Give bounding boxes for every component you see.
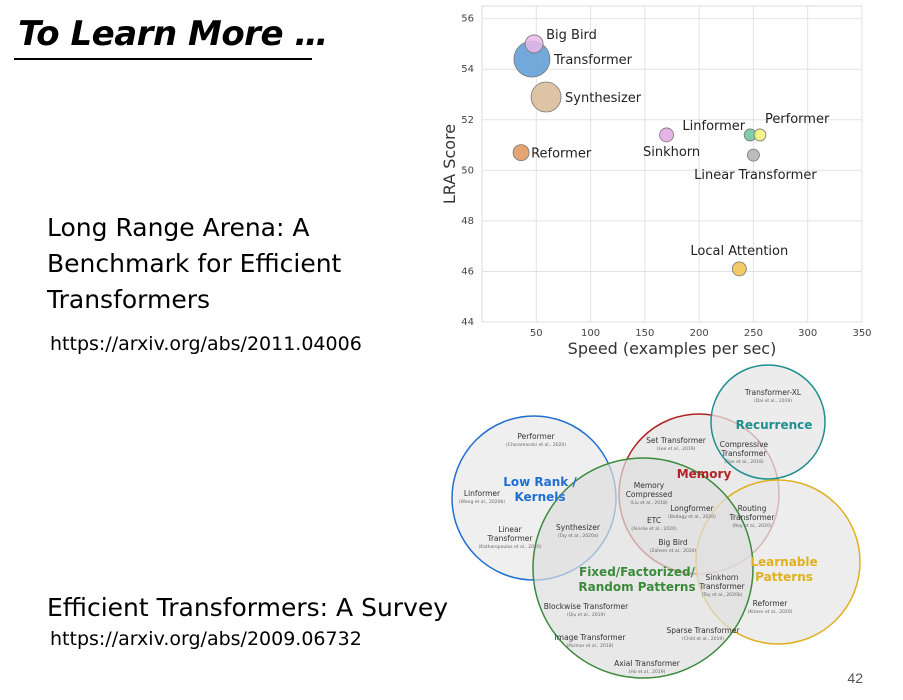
y-tick-label: 50 bbox=[461, 165, 474, 176]
reference-2-title-line: Efficient Transformers: A Survey bbox=[47, 593, 449, 622]
venn-item-label: Blockwise Transformer bbox=[544, 602, 629, 611]
x-tick-label: 100 bbox=[581, 328, 600, 339]
data-label: Linformer bbox=[682, 119, 745, 134]
reference-1-title: Long Range Arena: A Benchmark for Effici… bbox=[47, 210, 341, 318]
data-point bbox=[731, 261, 747, 277]
venn-item-citation: (Tay et al., 2020b) bbox=[702, 592, 743, 598]
fixed-patterns-circle bbox=[532, 457, 754, 679]
data-point bbox=[753, 128, 767, 142]
venn-item-citation: (Katharopoulos et al., 2020) bbox=[479, 544, 542, 550]
venn-item-label: Sinkhorn Transformer bbox=[698, 573, 745, 591]
page-number: 42 bbox=[847, 670, 863, 686]
venn-item-label: Axial Transformer bbox=[614, 659, 681, 668]
reference-1-title-line: Transformers bbox=[47, 285, 211, 314]
y-tick-label: 56 bbox=[461, 14, 474, 25]
reference-2-url[interactable]: https://arxiv.org/abs/2009.06732 bbox=[50, 628, 362, 650]
venn-item-citation: (Dai et al., 2019) bbox=[754, 398, 792, 404]
efficient-transformers-venn-diagram: Low Rank / Kernels Memory Recurrence Fixe… bbox=[451, 364, 861, 679]
group-label-low-rank: Low Rank / Kernels bbox=[503, 475, 577, 504]
group-label-fixed-patterns: Fixed/Factorized/Random Patterns bbox=[578, 565, 695, 594]
venn-item-citation: (Ainslie et al., 2020) bbox=[631, 526, 677, 532]
group-label-recurrence: Recurrence bbox=[736, 418, 813, 432]
y-tick-label: 52 bbox=[461, 115, 474, 126]
slide-title: To Learn More … bbox=[18, 14, 328, 54]
venn-item-citation: (Choromanski et al., 2020) bbox=[506, 442, 566, 448]
venn-items: Transformer-XL(Dai et al., 2019) Performe… bbox=[459, 388, 802, 675]
data-point bbox=[524, 34, 544, 54]
group-label-learnable: Learnable Patterns bbox=[750, 555, 817, 584]
venn-item-citation: (Kitaev et al., 2020) bbox=[748, 609, 793, 615]
venn-item-label: Image Transformer bbox=[555, 633, 627, 642]
venn-item-label: Big Bird bbox=[658, 538, 688, 547]
venn-item-label: Linformer bbox=[464, 489, 501, 498]
venn-item-citation: (Liu et al., 2018) bbox=[630, 500, 668, 506]
data-label: Synthesizer bbox=[565, 91, 642, 106]
group-label-memory: Memory bbox=[677, 467, 732, 481]
y-axis-label: LRA Score bbox=[440, 124, 459, 204]
venn-item-citation: (Beltagy et al., 2020) bbox=[668, 514, 716, 520]
venn-item-label: Longformer bbox=[670, 504, 714, 513]
venn-item-citation: (Parmar et al., 2018) bbox=[567, 643, 614, 649]
venn-item-label: Synthesizer bbox=[556, 523, 601, 532]
reference-2-title: Efficient Transformers: A Survey bbox=[47, 590, 448, 626]
y-tick-label: 46 bbox=[461, 266, 474, 277]
venn-item-citation: (Ho et al., 2019) bbox=[629, 669, 666, 675]
data-label: Big Bird bbox=[546, 28, 597, 43]
lra-scatter-chart: 50 100 150 200 250 300 350 44 46 48 50 52 54 56 Big B… bbox=[440, 5, 872, 358]
venn-item-label: Linear Transformer bbox=[486, 525, 533, 543]
venn-item-citation: (Rae et al., 2018) bbox=[724, 459, 763, 465]
venn-item-label: Reformer bbox=[753, 599, 789, 608]
x-tick-label: 50 bbox=[530, 328, 543, 339]
x-tick-label: 250 bbox=[744, 328, 763, 339]
y-tick-label: 44 bbox=[461, 317, 474, 328]
venn-item-label: Set Transformer bbox=[646, 436, 707, 445]
reference-1-title-line: Long Range Arena: A bbox=[47, 213, 310, 242]
recurrence-circle bbox=[710, 364, 826, 480]
venn-item-citation: (Zaheer et al., 2020) bbox=[650, 548, 697, 554]
tick-labels: 50 100 150 200 250 300 350 44 46 48 50 52 54 56 bbox=[461, 14, 871, 339]
x-tick-label: 150 bbox=[635, 328, 654, 339]
venn-item-citation: (Lee et al., 2019) bbox=[657, 446, 696, 452]
venn-item-label: ETC bbox=[647, 516, 661, 525]
data-point bbox=[530, 81, 562, 113]
data-label: Linear Transformer bbox=[694, 168, 817, 183]
venn-item-label: Transformer-XL bbox=[744, 388, 802, 397]
venn-item-label: Sparse Transformer bbox=[666, 626, 740, 635]
data-label: Sinkhorn bbox=[643, 145, 700, 160]
data-label: Transformer bbox=[553, 53, 633, 68]
data-point bbox=[659, 127, 674, 143]
data-label: Reformer bbox=[531, 147, 592, 162]
data-point bbox=[512, 144, 530, 162]
x-tick-label: 200 bbox=[690, 328, 709, 339]
venn-item-citation: (Wang et al., 2020b) bbox=[459, 499, 505, 505]
data-label: Performer bbox=[765, 112, 830, 127]
reference-1-url[interactable]: https://arxiv.org/abs/2011.04006 bbox=[50, 333, 362, 355]
venn-item-label: Compressive Transformer bbox=[720, 440, 769, 458]
venn-item-citation: (Qiu et al., 2019) bbox=[567, 612, 606, 618]
data-points: Big Bird Transformer Synthesizer Reformer Li… bbox=[512, 28, 830, 277]
venn-item-label: Routing Transformer bbox=[728, 504, 775, 522]
y-tick-label: 48 bbox=[461, 216, 474, 227]
x-tick-label: 350 bbox=[852, 328, 871, 339]
reference-1-title-line: Benchmark for Efficient bbox=[47, 249, 342, 278]
x-axis-label: Speed (examples per sec) bbox=[568, 339, 777, 358]
venn-item-citation: (Roy et al., 2020) bbox=[733, 523, 772, 529]
venn-item-label: Memory Compressed bbox=[626, 481, 673, 499]
x-tick-label: 300 bbox=[798, 328, 817, 339]
venn-item-citation: (Tay et al., 2020a) bbox=[558, 533, 599, 539]
y-tick-label: 54 bbox=[461, 64, 474, 75]
title-underline bbox=[14, 58, 312, 60]
data-label: Local Attention bbox=[690, 244, 788, 259]
data-point bbox=[747, 148, 760, 162]
venn-item-label: Performer bbox=[517, 432, 555, 441]
venn-item-citation: (Child et al., 2019) bbox=[682, 636, 724, 642]
